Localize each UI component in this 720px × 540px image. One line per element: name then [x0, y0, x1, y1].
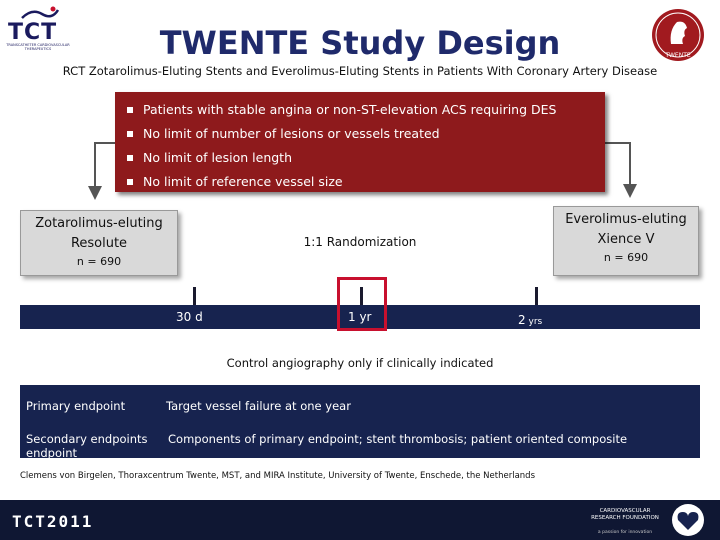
secondary-endpoints-label: Secondary endpoints endpoint	[26, 432, 148, 458]
arm-right-drug: Everolimus-eluting	[565, 212, 687, 227]
endpoints-panel: Primary endpoint Target vessel failure a…	[20, 385, 700, 458]
tct-logo: TCT TRANSCATHETER CARDIOVASCULAR THERAPE…	[6, 6, 70, 51]
timeline-bar	[20, 305, 700, 329]
logo-tagline: TRANSCATHETER CARDIOVASCULAR THERAPEUTIC…	[6, 43, 70, 51]
page-subtitle: RCT Zotarolimus-Eluting Stents and Evero…	[62, 64, 658, 78]
criteria-list: Patients with stable angina or non-ST-el…	[127, 98, 556, 194]
inclusion-criteria-box: Patients with stable angina or non-ST-el…	[115, 92, 605, 192]
footer-brand: TCT2011	[12, 512, 94, 531]
timeline-tick-30d	[193, 287, 196, 305]
randomization-label: 1:1 Randomization	[303, 235, 417, 249]
figure-icon	[21, 6, 60, 19]
page-title: TWENTE Study Design	[159, 24, 561, 62]
footer-bar: TCT2011 CARDIOVASCULAR RESEARCH FOUNDATI…	[0, 500, 720, 540]
crf-name: CARDIOVASCULAR RESEARCH FOUNDATION	[591, 508, 659, 521]
primary-endpoint-value: Target vessel failure at one year	[166, 399, 351, 413]
primary-endpoint-label: Primary endpoint	[26, 399, 126, 413]
timeline-label-2yrs: 2 yrs	[518, 313, 543, 327]
crf-tagline: a passion for innovation	[597, 530, 653, 535]
arm-left-stent: Resolute	[70, 236, 128, 251]
criteria-item: Patients with stable angina or non-ST-el…	[127, 98, 556, 122]
arm-zotarolimus: Zotarolimus-eluting Resolute n = 690	[20, 210, 178, 276]
bullet-icon	[127, 107, 133, 113]
left-arrow-icon	[88, 186, 102, 200]
arm-left-n: n = 690	[76, 255, 122, 268]
arm-right-stent: Xience V	[597, 232, 655, 247]
timeline-tick-2yrs	[535, 287, 538, 305]
left-connector	[94, 142, 115, 188]
bullet-icon	[127, 131, 133, 137]
crf-heart-icon	[672, 504, 704, 536]
arm-everolimus: Everolimus-eluting Xience V n = 690	[553, 206, 699, 276]
timeline-label-30d: 30 d	[176, 310, 203, 324]
bullet-icon	[127, 179, 133, 185]
logo-wordmark: TCT	[8, 20, 58, 45]
secondary-endpoints-value: Components of primary endpoint; stent th…	[168, 432, 628, 446]
bullet-icon	[127, 155, 133, 161]
twente-seal-icon	[652, 9, 704, 61]
citation: Clemens von Birgelen, Thoraxcentrum Twen…	[20, 471, 535, 481]
arm-right-n: n = 690	[603, 251, 649, 264]
right-arrow-icon	[623, 184, 637, 198]
criteria-item: No limit of reference vessel size	[127, 170, 556, 194]
seal-label: TWENTE	[665, 52, 691, 59]
criteria-item: No limit of lesion length	[127, 146, 556, 170]
criteria-item: No limit of number of lesions or vessels…	[127, 122, 556, 146]
control-angiography-note: Control angiography only if clinically i…	[226, 356, 494, 370]
timeline-label-1yr: 1 yr	[348, 310, 372, 324]
arm-left-drug: Zotarolimus-eluting	[35, 216, 163, 231]
right-connector	[605, 142, 631, 186]
primary-timepoint-highlight	[337, 277, 387, 331]
timeline-tick-1yr	[360, 287, 363, 305]
